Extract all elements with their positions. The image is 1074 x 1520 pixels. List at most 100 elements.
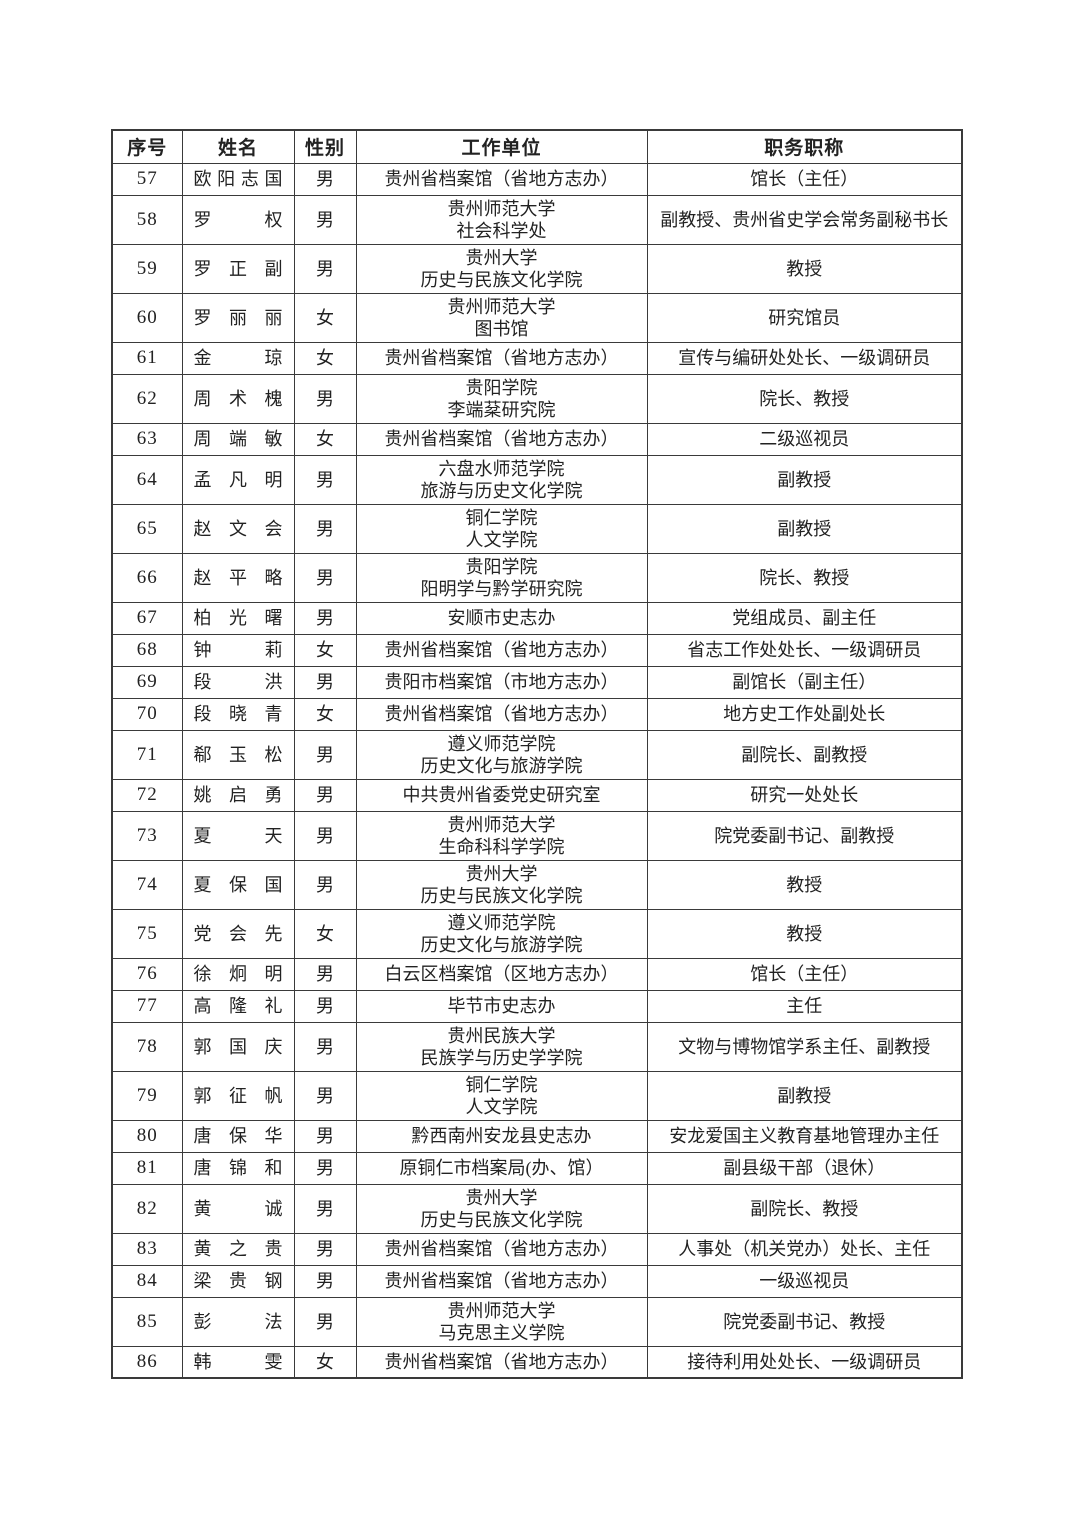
- workplace-line: 历史文化与旅游学院: [420, 934, 583, 955]
- workplace-cell: 贵州师范大学 社会科学处: [355, 194, 648, 245]
- gender-cell: 男: [293, 810, 357, 861]
- workplace-line: 铜仁学院: [465, 507, 538, 528]
- title-cell: 副馆长（副主任）: [646, 665, 963, 699]
- workplace-line: 原铜仁市档案局(办、馆）: [399, 1158, 604, 1178]
- table-row: 73 夏 天男贵州师范大学 生命科科学学院 院党委副书记、副教授: [111, 810, 963, 861]
- table-row: 63 周端敏女 贵州省档案馆（省地方志办） 二级巡视员: [111, 422, 963, 456]
- workplace-line: 六盘水师范学院: [438, 458, 565, 479]
- gender-cell: 男: [293, 1021, 357, 1072]
- table-row: 67 柏光曙男 安顺市史志办 党组成员、副主任: [111, 601, 963, 635]
- gender-cell: 男: [293, 243, 357, 294]
- workplace-cell: 铜仁学院 人文学院: [355, 1070, 648, 1121]
- roster-table-body: 57 欧阳志国男贵州省档案馆（省地方志办） 馆长（主任） 58 罗 权男贵州师范大学 社会…: [111, 162, 963, 1379]
- gender-cell: 女: [293, 633, 357, 667]
- index-cell: 74: [111, 859, 183, 910]
- index-cell: 81: [111, 1151, 183, 1185]
- title-cell: 主任: [646, 989, 963, 1023]
- title-cell: 教授: [646, 908, 963, 959]
- table-row: 85 彭 法男贵州师范大学 马克思主义学院 院党委副书记、教授: [111, 1296, 963, 1347]
- table-row: 71 郗玉松男遵义师范学院 历史文化与旅游学院 副院长、副教授: [111, 729, 963, 780]
- workplace-cell: 六盘水师范学院 旅游与历史文化学院: [355, 454, 648, 505]
- workplace-cell: 贵州民族大学 民族学与历史学学院: [355, 1021, 648, 1072]
- workplace-line: 贵州省档案馆（省地方志办）: [384, 704, 619, 724]
- workplace-cell: 贵州省档案馆（省地方志办）: [355, 1345, 648, 1379]
- title-cell: 二级巡视员: [646, 422, 963, 456]
- title-cell: 副教授: [646, 503, 963, 554]
- gender-cell: 女: [293, 908, 357, 959]
- title-cell: 教授: [646, 859, 963, 910]
- name-cell: 钟 莉: [181, 633, 295, 667]
- title-cell: 副院长、教授: [646, 1183, 963, 1234]
- index-cell: 60: [111, 292, 183, 343]
- workplace-cell: 贵州师范大学 马克思主义学院: [355, 1296, 648, 1347]
- name-cell: 黄 诚: [181, 1183, 295, 1234]
- title-cell: 副教授: [646, 1070, 963, 1121]
- gender-cell: 男: [293, 1264, 357, 1298]
- index-cell: 82: [111, 1183, 183, 1234]
- workplace-line: 贵州省档案馆（省地方志办）: [384, 1239, 619, 1259]
- title-cell: 教授: [646, 243, 963, 294]
- gender-cell: 男: [293, 1183, 357, 1234]
- table-row: 84 梁贵钢男 贵州省档案馆（省地方志办） 一级巡视员: [111, 1264, 963, 1298]
- workplace-cell: 贵州省档案馆（省地方志办）: [355, 422, 648, 456]
- title-cell: 副院长、副教授: [646, 729, 963, 780]
- title-cell: 安龙爱国主义教育基地管理办主任: [646, 1119, 963, 1153]
- name-cell: 段 洪: [181, 665, 295, 699]
- workplace-cell: 贵州省档案馆（省地方志办）: [355, 697, 648, 731]
- gender-cell: 男: [293, 1232, 357, 1266]
- table-row: 82 黄 诚男贵州大学 历史与民族文化学院 副院长、教授: [111, 1183, 963, 1234]
- workplace-line: 生命科科学学院: [438, 836, 565, 857]
- index-cell: 66: [111, 552, 183, 603]
- table-row: 83 黄之贵男 贵州省档案馆（省地方志办） 人事处（机关党办）处长、主任: [111, 1232, 963, 1266]
- workplace-line: 毕节市史志办: [447, 996, 556, 1016]
- table-row: 65 赵文会男铜仁学院 人文学院 副教授: [111, 503, 963, 554]
- index-cell: 78: [111, 1021, 183, 1072]
- table-row: 57 欧阳志国男 贵州省档案馆（省地方志办） 馆长（主任）: [111, 162, 963, 196]
- title-cell: 院长、教授: [646, 373, 963, 424]
- index-cell: 59: [111, 243, 183, 294]
- gender-cell: 男: [293, 503, 357, 554]
- workplace-line: 中共贵州省委党史研究室: [402, 785, 601, 805]
- gender-cell: 女: [293, 422, 357, 456]
- title-cell: 文物与博物馆学系主任、副教授: [646, 1021, 963, 1072]
- workplace-cell: 贵州大学 历史与民族文化学院: [355, 859, 648, 910]
- gender-cell: 女: [293, 292, 357, 343]
- name-cell: 金 琼: [181, 341, 295, 375]
- gender-cell: 男: [293, 552, 357, 603]
- index-cell: 75: [111, 908, 183, 959]
- workplace-line: 贵州师范大学: [447, 296, 556, 317]
- name-cell: 欧阳志国: [181, 162, 295, 196]
- workplace-line: 历史与民族文化学院: [420, 269, 583, 290]
- title-cell: 研究馆员: [646, 292, 963, 343]
- workplace-cell: 铜仁学院 人文学院: [355, 503, 648, 554]
- name-cell: 韩 雯: [181, 1345, 295, 1379]
- workplace-line: 图书馆: [474, 318, 529, 339]
- workplace-cell: 贵州大学 历史与民族文化学院: [355, 243, 648, 294]
- table-row: 81 唐锦和男 原铜仁市档案局(办、馆） 副县级干部（退休）: [111, 1151, 963, 1185]
- roster-table: 序号 姓名 性别 工作单位 职务职称 57 欧阳志国男贵州省档案馆（省地方志办）馆…: [111, 129, 963, 1379]
- title-cell: 地方史工作处副处长: [646, 697, 963, 731]
- table-row: 86 韩 雯女 贵州省档案馆（省地方志办） 接待利用处处长、一级调研员: [111, 1345, 963, 1379]
- table-row: 66 赵平略男贵阳学院 阳明学与黔学研究院 院长、教授: [111, 552, 963, 603]
- table-row: 60 罗丽丽女 贵州师范大学 图书馆 研究馆员: [111, 292, 963, 343]
- column-header-name: 姓名: [181, 129, 295, 164]
- title-cell: 副县级干部（退休）: [646, 1151, 963, 1185]
- workplace-line: 贵州省档案馆（省地方志办）: [384, 1351, 619, 1372]
- index-cell: 63: [111, 422, 183, 456]
- gender-cell: 男: [293, 778, 357, 812]
- workplace-cell: 贵州大学 历史与民族文化学院: [355, 1183, 648, 1234]
- workplace-cell: 白云区档案馆（区地方志办）: [355, 957, 648, 991]
- name-cell: 罗丽丽: [181, 292, 295, 343]
- title-cell: 馆长（主任）: [646, 957, 963, 991]
- index-cell: 69: [111, 665, 183, 699]
- workplace-line: 旅游与历史文化学院: [420, 480, 583, 501]
- workplace-line: 贵州师范大学: [447, 1300, 556, 1321]
- workplace-line: 安顺市史志办: [447, 608, 556, 628]
- title-cell: 党组成员、副主任: [646, 601, 963, 635]
- title-cell: 院党委副书记、教授: [646, 1296, 963, 1347]
- table-row: 80 唐保华男 黔西南州安龙县史志办 安龙爱国主义教育基地管理办主任: [111, 1119, 963, 1153]
- name-cell: 周端敏: [181, 422, 295, 456]
- index-cell: 86: [111, 1345, 183, 1379]
- gender-cell: 男: [293, 194, 357, 245]
- table-row: 76 徐炯明男 白云区档案馆（区地方志办） 馆长（主任）: [111, 957, 963, 991]
